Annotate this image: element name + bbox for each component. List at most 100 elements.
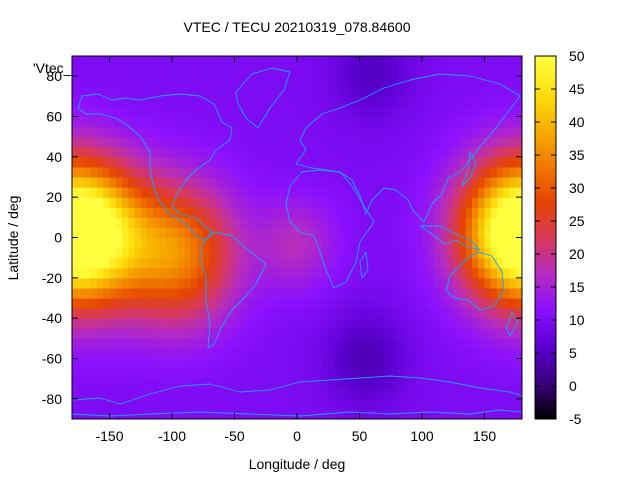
heatmap-cell xyxy=(178,398,186,410)
heatmap-cell xyxy=(459,66,467,77)
heatmap-cell xyxy=(290,388,298,400)
heatmap-cell xyxy=(190,146,198,158)
heatmap-cell xyxy=(153,86,161,97)
heatmap-cell xyxy=(284,287,292,299)
heatmap-cell xyxy=(153,328,161,339)
heatmap-cell xyxy=(153,227,161,239)
heatmap-cell xyxy=(490,388,498,400)
heatmap-cell xyxy=(322,358,329,370)
heatmap-cell xyxy=(247,197,254,208)
heatmap-cell xyxy=(315,146,323,158)
heatmap-cell xyxy=(209,106,217,118)
heatmap-cell xyxy=(172,146,179,158)
heatmap-cell xyxy=(153,116,161,128)
heatmap-cell xyxy=(253,388,261,400)
heatmap-cell xyxy=(397,156,404,168)
heatmap-cell xyxy=(447,146,454,158)
heatmap-cell xyxy=(209,136,217,148)
heatmap-cell xyxy=(359,76,367,87)
heatmap-cell xyxy=(247,308,254,319)
heatmap-cell xyxy=(259,96,267,108)
heatmap-cell xyxy=(159,156,167,168)
heatmap-cell xyxy=(184,177,192,188)
heatmap-cell xyxy=(453,76,461,87)
heatmap-cell xyxy=(390,56,398,67)
heatmap-cell xyxy=(78,76,86,87)
heatmap-cell xyxy=(165,86,173,97)
heatmap-cell xyxy=(303,197,311,208)
heatmap-cell xyxy=(309,56,317,67)
coast-antarctica xyxy=(72,375,522,417)
colorbar-tick-label: 50 xyxy=(569,48,585,64)
heatmap-cell xyxy=(472,298,479,309)
heatmap-cell xyxy=(278,358,286,370)
heatmap-cell xyxy=(222,328,229,339)
heatmap-cell xyxy=(490,368,498,380)
x-tick-label: 100 xyxy=(410,428,434,444)
heatmap-cell xyxy=(97,257,104,269)
heatmap-cell xyxy=(84,136,92,148)
heatmap-cell xyxy=(478,76,486,87)
heatmap-cell xyxy=(72,247,79,259)
heatmap-cell xyxy=(247,136,254,148)
heatmap-cell xyxy=(490,56,498,67)
heatmap-cell xyxy=(428,338,436,350)
heatmap-cell xyxy=(165,308,173,319)
heatmap-cell xyxy=(422,368,429,380)
heatmap-cell xyxy=(303,298,311,309)
heatmap-cell xyxy=(422,217,429,229)
heatmap-cell xyxy=(234,287,242,299)
heatmap-cell xyxy=(103,66,111,77)
heatmap-cell xyxy=(347,287,354,299)
heatmap-cell xyxy=(278,318,286,329)
colorbar-tick-label: 45 xyxy=(569,81,585,97)
heatmap-cell xyxy=(190,156,198,168)
heatmap-cell xyxy=(265,267,273,279)
heatmap-cell xyxy=(347,76,354,87)
heatmap-cell xyxy=(103,227,111,239)
heatmap-cell xyxy=(497,267,504,279)
heatmap-cell xyxy=(403,217,411,229)
heatmap-cell xyxy=(122,378,129,390)
heatmap-cell xyxy=(203,207,211,218)
heatmap-cell xyxy=(503,308,511,319)
heatmap-cell xyxy=(303,187,311,198)
heatmap-cell xyxy=(247,166,254,178)
heatmap-cell xyxy=(84,298,92,309)
heatmap-cell xyxy=(228,227,236,239)
heatmap-cell xyxy=(90,166,98,178)
heatmap-cell xyxy=(72,358,79,370)
heatmap-cell xyxy=(172,328,179,339)
heatmap-cell xyxy=(203,106,211,118)
heatmap-cell xyxy=(309,308,317,319)
heatmap-cell xyxy=(265,187,273,198)
heatmap-cell xyxy=(109,56,117,67)
heatmap-cell xyxy=(459,237,467,249)
heatmap-cell xyxy=(434,328,442,339)
heatmap-cell xyxy=(128,358,136,370)
heatmap-cell xyxy=(240,156,248,168)
heatmap-cell xyxy=(384,388,392,400)
heatmap-cell xyxy=(372,388,379,400)
heatmap-cell xyxy=(140,257,148,269)
heatmap-cell xyxy=(447,86,454,97)
heatmap-cell xyxy=(397,257,404,269)
heatmap-cell xyxy=(272,308,279,319)
heatmap-cell xyxy=(447,328,454,339)
heatmap-cell xyxy=(347,277,354,289)
heatmap-cell xyxy=(165,76,173,87)
heatmap-cell xyxy=(178,166,186,178)
heatmap-cell xyxy=(434,338,442,350)
heatmap-cell xyxy=(228,237,236,249)
heatmap-cell xyxy=(78,187,86,198)
heatmap-cell xyxy=(159,166,167,178)
heatmap-cell xyxy=(347,318,354,329)
heatmap-cell xyxy=(434,318,442,329)
heatmap-cell xyxy=(234,338,242,350)
heatmap-cell xyxy=(203,348,211,360)
y-tick-label: -40 xyxy=(42,310,62,326)
heatmap-cell xyxy=(265,227,273,239)
heatmap-cell xyxy=(465,106,473,118)
heatmap-cell xyxy=(140,328,148,339)
heatmap-cell xyxy=(78,358,86,370)
